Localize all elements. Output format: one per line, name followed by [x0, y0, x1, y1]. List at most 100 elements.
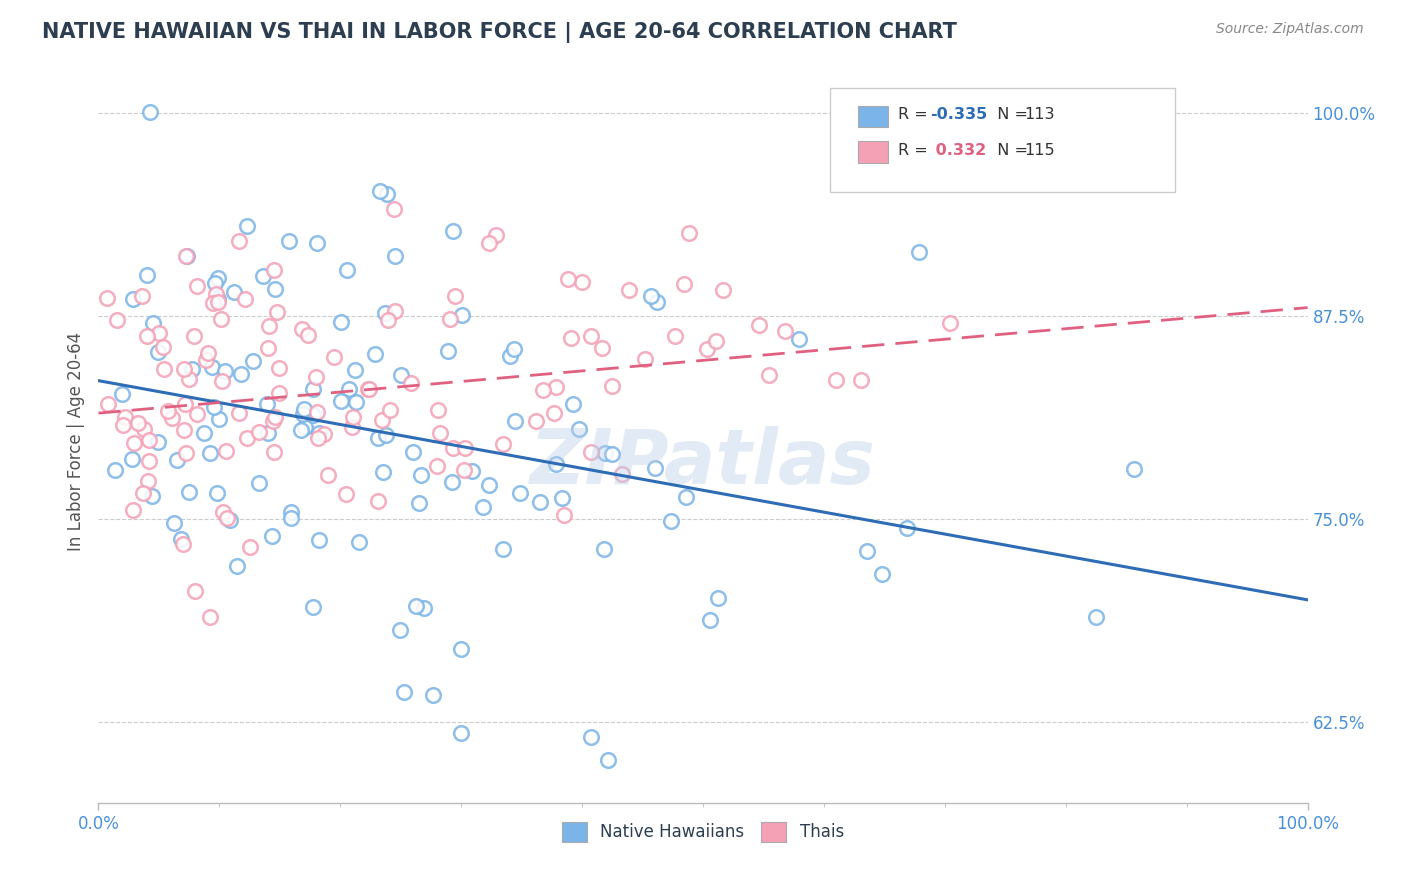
Point — [127, 416, 149, 430]
Point — [104, 463, 127, 477]
Point — [148, 326, 170, 340]
Point — [153, 362, 176, 376]
Text: 113: 113 — [1025, 107, 1054, 122]
Point — [492, 437, 515, 451]
Point — [290, 423, 312, 437]
Point — [132, 485, 155, 500]
Point — [405, 599, 427, 613]
Point — [426, 458, 449, 473]
Point — [157, 404, 180, 418]
Point — [557, 272, 579, 286]
Point — [443, 289, 465, 303]
Point — [377, 313, 399, 327]
Point — [856, 544, 879, 558]
Point — [322, 350, 344, 364]
Point — [617, 283, 640, 297]
Point — [114, 409, 136, 424]
Point — [212, 505, 235, 519]
Point — [236, 431, 259, 445]
Point — [454, 441, 477, 455]
Point — [122, 502, 145, 516]
Point — [450, 308, 472, 322]
Point — [502, 343, 524, 357]
Point — [202, 401, 225, 415]
Point — [277, 234, 299, 248]
Legend: Native Hawaiians, Thais: Native Hawaiians, Thais — [555, 815, 851, 848]
Point — [256, 341, 278, 355]
Point — [492, 541, 515, 556]
Point — [503, 414, 526, 428]
Point — [260, 529, 283, 543]
Point — [337, 383, 360, 397]
Text: R =: R = — [897, 143, 932, 158]
Point — [591, 341, 613, 355]
Point — [136, 474, 159, 488]
Point — [225, 558, 247, 573]
Point — [173, 423, 195, 437]
Point — [186, 407, 208, 421]
Point — [478, 478, 501, 492]
Point — [640, 289, 662, 303]
Point — [264, 410, 287, 425]
Text: -0.335: -0.335 — [931, 107, 987, 122]
Point — [612, 467, 634, 481]
Point — [186, 279, 208, 293]
Point — [292, 401, 315, 416]
Point — [461, 464, 484, 478]
Point — [678, 226, 700, 240]
Point — [229, 367, 252, 381]
Point — [711, 283, 734, 297]
Point — [96, 291, 118, 305]
Point — [939, 316, 962, 330]
Point — [204, 286, 226, 301]
Point — [134, 422, 156, 436]
Point — [138, 433, 160, 447]
Point — [544, 380, 567, 394]
Text: NATIVE HAWAIIAN VS THAI IN LABOR FORCE | AGE 20-64 CORRELATION CHART: NATIVE HAWAIIAN VS THAI IN LABOR FORCE |… — [42, 22, 957, 44]
Point — [645, 294, 668, 309]
Point — [551, 491, 574, 505]
Point — [169, 532, 191, 546]
Text: R =: R = — [897, 107, 932, 122]
Point — [198, 609, 221, 624]
Point — [207, 271, 229, 285]
Point — [664, 328, 686, 343]
Point — [263, 444, 285, 458]
Text: 0.332: 0.332 — [931, 143, 987, 158]
Point — [228, 234, 250, 248]
Point — [291, 408, 314, 422]
Point — [162, 410, 184, 425]
Point — [257, 319, 280, 334]
Point — [263, 263, 285, 277]
Point — [546, 458, 568, 472]
Point — [305, 370, 328, 384]
Point — [908, 244, 931, 259]
Point — [374, 305, 396, 319]
Point — [336, 262, 359, 277]
Point — [758, 368, 780, 383]
Point — [214, 364, 236, 378]
Point — [478, 236, 501, 251]
Point — [308, 533, 330, 547]
Point — [131, 289, 153, 303]
Point — [205, 485, 228, 500]
Point — [870, 567, 893, 582]
Point — [453, 463, 475, 477]
Point — [174, 248, 197, 262]
Point — [579, 445, 602, 459]
Point — [219, 513, 242, 527]
Point — [375, 427, 398, 442]
Point — [389, 368, 412, 383]
Point — [302, 599, 325, 614]
FancyBboxPatch shape — [858, 105, 889, 128]
Point — [675, 490, 697, 504]
Point — [207, 292, 229, 306]
Point — [571, 276, 593, 290]
Point — [138, 105, 160, 120]
Point — [673, 277, 696, 292]
Point — [193, 425, 215, 440]
Point — [247, 476, 270, 491]
Point — [600, 447, 623, 461]
Point — [384, 304, 406, 318]
Point — [363, 347, 385, 361]
